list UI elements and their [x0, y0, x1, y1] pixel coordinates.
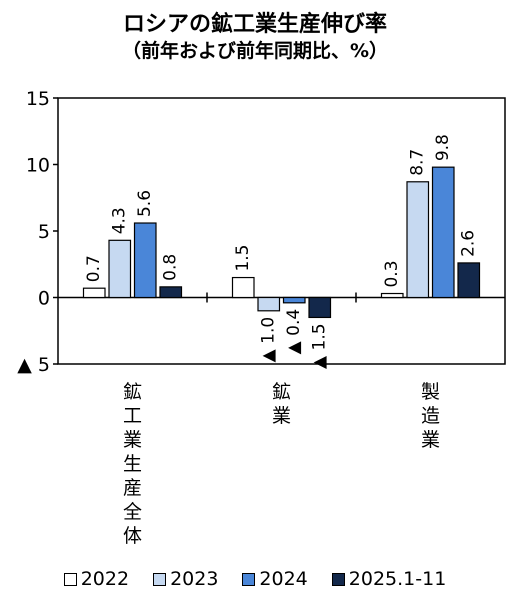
legend-label-2022: 2022	[80, 568, 130, 590]
legend-item-2022: 2022	[63, 568, 130, 590]
bar-2024-1	[282, 296, 306, 304]
category-label-char: 造	[421, 405, 440, 427]
legend-label-2023: 2023	[170, 568, 219, 590]
legend-item-2023: 2023	[153, 568, 218, 590]
bar-2024-2	[431, 166, 455, 299]
bar-2023-1	[257, 296, 281, 312]
category-label-char: 全	[123, 501, 142, 523]
legend: 2022 2023 2024 2025.1-11	[0, 568, 510, 590]
category-label-char: 工	[123, 405, 142, 427]
y-tick-label: 5	[38, 221, 50, 243]
bar-2025.1-11-0	[159, 286, 183, 299]
legend-swatch-2023	[153, 572, 167, 586]
data-label: 2.6	[459, 230, 479, 257]
data-label: 9.8	[433, 134, 453, 161]
category-label-char: 業	[123, 429, 142, 451]
category-label-char: 業	[421, 429, 440, 451]
data-label: 0.3	[382, 260, 402, 287]
bar-2022-2	[380, 292, 404, 299]
category-label-char: 鉱	[272, 381, 291, 403]
category-label-char: 体	[123, 525, 142, 547]
category-label-char: 鉱	[123, 381, 142, 403]
chart-title: ロシアの鉱工業生産伸び率	[122, 12, 387, 37]
bar-2022-0	[82, 287, 106, 299]
data-label: 0.8	[161, 254, 181, 281]
bar-2022-1	[231, 276, 255, 299]
category-label-char: 産	[123, 477, 142, 499]
legend-swatch-2024	[242, 572, 256, 586]
bar-2024-0	[133, 222, 157, 299]
bar-2025.1-11-2	[457, 262, 481, 299]
legend-label-2024: 2024	[259, 568, 308, 590]
data-label: ▲ 0.4	[284, 309, 304, 355]
y-tick-label: 15	[26, 88, 50, 110]
data-label: 0.7	[84, 255, 104, 282]
bar-2025.1-11-1	[308, 296, 332, 319]
bar-2023-2	[406, 181, 430, 299]
legend-swatch-2022	[63, 572, 77, 586]
bar-2023-0	[108, 239, 132, 299]
y-tick-label: 0	[38, 288, 50, 310]
data-label: 5.6	[135, 190, 155, 217]
data-label: ▲ 1.5	[310, 323, 330, 369]
legend-item-2025: 2025.1-11	[331, 568, 447, 590]
category-label-char: 業	[272, 405, 291, 427]
category-label-char: 製	[421, 381, 440, 403]
category-label-char: 生	[123, 453, 142, 475]
data-label: 1.5	[233, 245, 253, 272]
y-tick-label: ▲ 5	[17, 354, 50, 376]
data-label: ▲ 1.0	[259, 317, 279, 363]
legend-swatch-2025	[331, 572, 345, 586]
legend-label-2025: 2025.1-11	[348, 568, 447, 590]
y-tick-label: 10	[26, 155, 50, 177]
chart-subtitle: （前年および前年同期比、%）	[121, 40, 389, 62]
data-label: 4.3	[110, 207, 130, 234]
legend-item-2024: 2024	[242, 568, 308, 590]
data-label: 8.7	[408, 149, 428, 176]
